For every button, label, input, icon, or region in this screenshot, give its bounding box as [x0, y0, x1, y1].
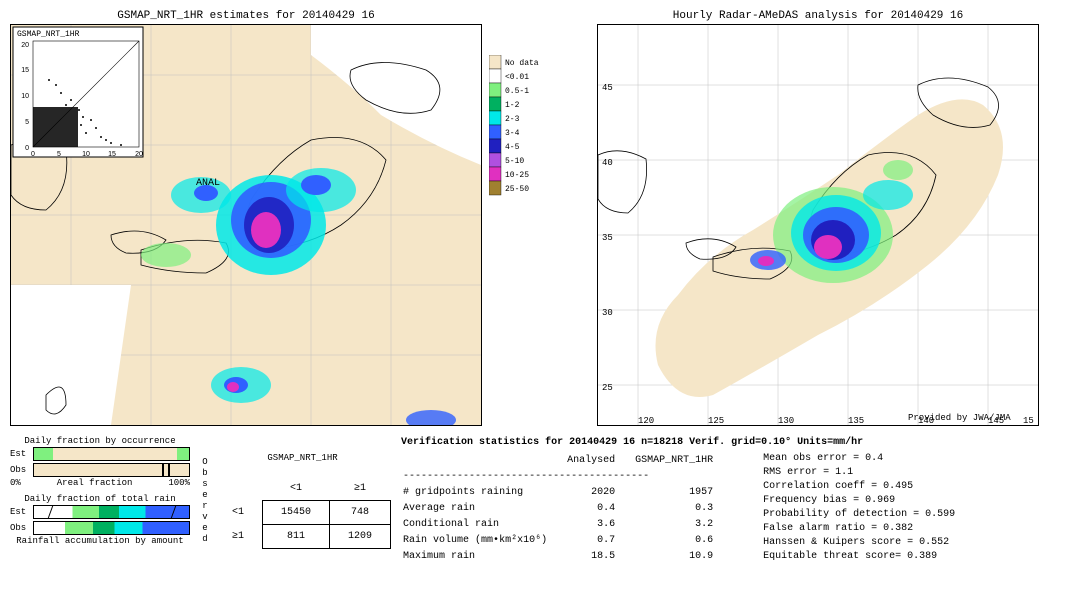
est-rain-bar [33, 505, 190, 519]
svg-text:20: 20 [21, 42, 29, 49]
svg-text:No data: No data [505, 59, 539, 68]
occ-title: Daily fraction by occurrence [10, 436, 190, 446]
inset-label: GSMAP_NRT_1HR [17, 30, 80, 39]
ct-title: GSMAP_NRT_1HR [214, 453, 391, 463]
left-map-title: GSMAP_NRT_1HR estimates for 20140429 16 [10, 10, 482, 22]
svg-text:<0.01: <0.01 [505, 73, 529, 82]
svg-text:1-2: 1-2 [505, 101, 520, 110]
right-map-panel: Hourly Radar-AMeDAS analysis for 2014042… [597, 10, 1039, 426]
anal-label: ANAL [196, 178, 220, 189]
svg-text:0: 0 [31, 151, 35, 158]
svg-text:20: 20 [135, 151, 143, 158]
svg-text:125: 125 [708, 416, 724, 425]
stats-header: Verification statistics for 20140429 16 … [401, 436, 1080, 450]
svg-text:15: 15 [1023, 416, 1034, 425]
svg-text:10: 10 [82, 151, 90, 158]
color-legend: No data <0.01 0.5-1 1-2 2-3 3-4 4-5 5-10 10-25 25… [489, 55, 569, 215]
svg-text:120: 120 [638, 416, 654, 425]
svg-text:40: 40 [602, 158, 613, 168]
left-map-panel: GSMAP_NRT_1HR estimates for 20140429 16 [10, 10, 482, 426]
svg-text:25: 25 [602, 383, 613, 393]
svg-text:15: 15 [21, 67, 29, 74]
svg-text:4-5: 4-5 [505, 143, 520, 152]
contingency-table: <1≥1 <115450748 ≥18111209 [214, 477, 391, 549]
obs-label: Obs [10, 465, 30, 475]
stats-block: Verification statistics for 20140429 16 … [401, 436, 1080, 566]
obs-occ-bar [33, 463, 190, 477]
right-map-title: Hourly Radar-AMeDAS analysis for 2014042… [597, 10, 1039, 22]
acc-title: Rainfall accumulation by amount [10, 536, 190, 546]
svg-text:130: 130 [778, 416, 794, 425]
fraction-block: Daily fraction by occurrence Est Obs 0%A… [10, 436, 190, 566]
svg-text:3-4: 3-4 [505, 129, 520, 138]
svg-text:45: 45 [602, 83, 613, 93]
svg-text:35: 35 [602, 233, 613, 243]
est-label: Est [10, 449, 30, 459]
metrics-list: Mean obs error = 0.4RMS error = 1.1Corre… [763, 452, 955, 566]
map-credit: Provided by JWA/JMA [908, 413, 1011, 423]
svg-text:10: 10 [21, 93, 29, 100]
svg-text:5-10: 5-10 [505, 157, 524, 166]
observed-side-label: Observed [200, 457, 210, 545]
svg-text:15: 15 [108, 151, 116, 158]
svg-text:30: 30 [602, 308, 613, 318]
est-occ-bar [33, 447, 190, 461]
obs-rain-bar [33, 521, 190, 535]
svg-text:2-3: 2-3 [505, 115, 520, 124]
svg-text:0.5-1: 0.5-1 [505, 87, 529, 96]
svg-text:25-50: 25-50 [505, 185, 529, 194]
stats-table: AnalysedGSMAP_NRT_1HR ------------------… [401, 452, 733, 566]
svg-text:5: 5 [25, 119, 29, 126]
left-map: ANAL GSMAP_NRT_1HR [10, 24, 482, 426]
rain-title: Daily fraction of total rain [10, 494, 190, 504]
svg-text:10-25: 10-25 [505, 171, 529, 180]
svg-text:0: 0 [25, 145, 29, 152]
right-map: 120125130 135140145 15 253035 4045 Provi… [597, 24, 1039, 426]
svg-text:135: 135 [848, 416, 864, 425]
contingency-block: Observed GSMAP_NRT_1HR <1≥1 <115450748 ≥… [200, 436, 391, 566]
svg-text:5: 5 [57, 151, 61, 158]
